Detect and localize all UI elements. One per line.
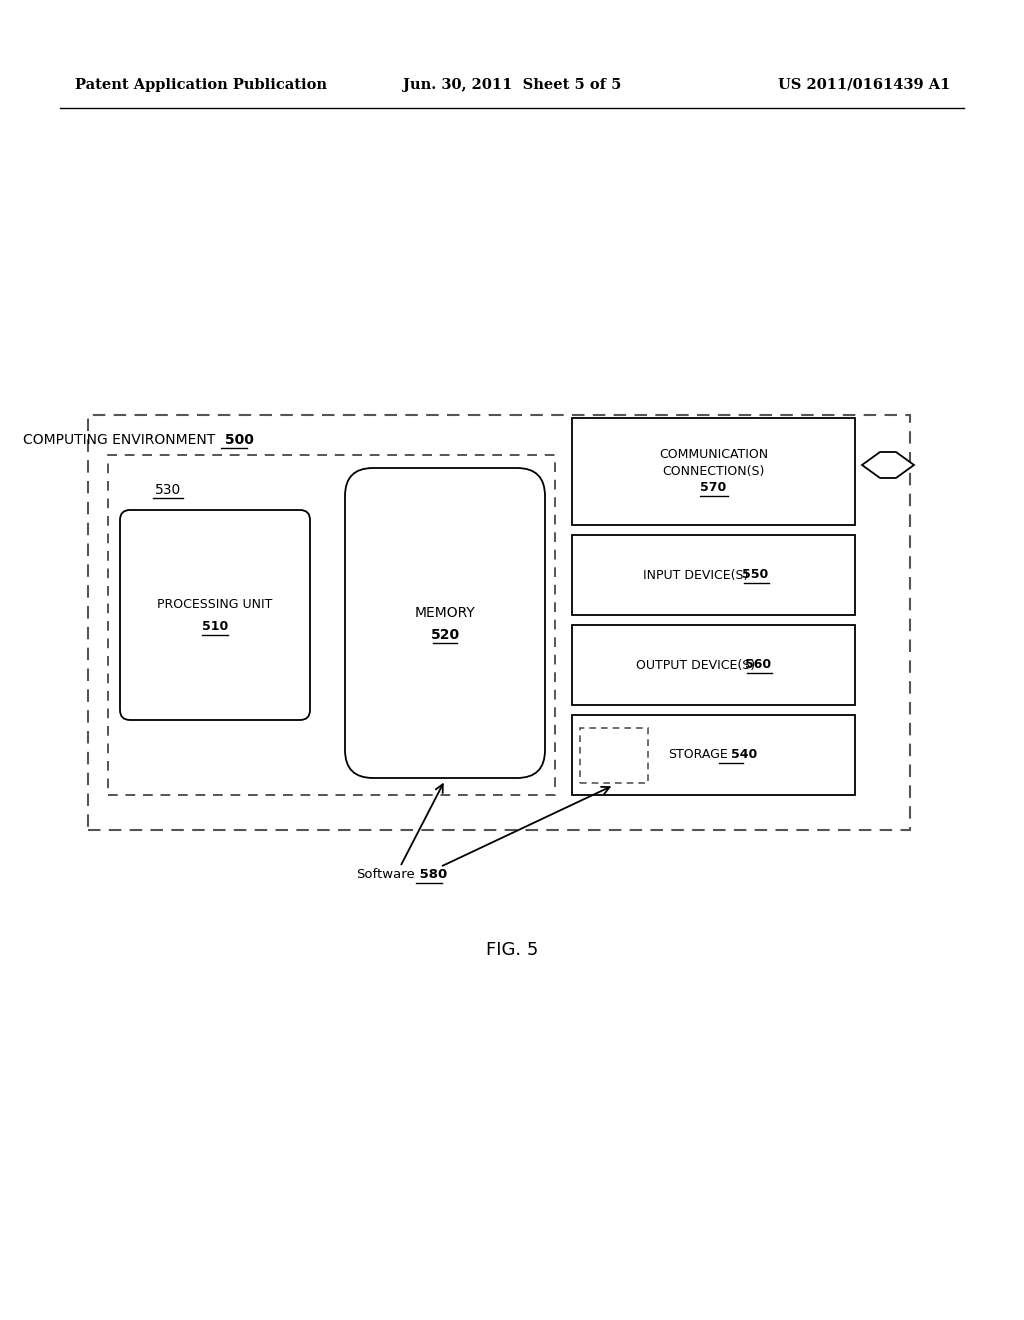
Text: US 2011/0161439 A1: US 2011/0161439 A1: [777, 78, 950, 92]
Bar: [580, 729, 648, 783]
FancyBboxPatch shape: [120, 510, 310, 719]
Bar: [572, 535, 855, 615]
Polygon shape: [862, 451, 914, 478]
Text: 580: 580: [415, 869, 447, 882]
Text: 550: 550: [742, 569, 769, 582]
Text: COMPUTING ENVIRONMENT: COMPUTING ENVIRONMENT: [24, 433, 220, 447]
Text: 520: 520: [430, 628, 460, 642]
Text: MEMORY: MEMORY: [415, 606, 475, 620]
Text: 570: 570: [700, 480, 727, 494]
Bar: [572, 715, 855, 795]
FancyBboxPatch shape: [345, 469, 545, 777]
Text: INPUT DEVICE(S): INPUT DEVICE(S): [643, 569, 749, 582]
Bar: [108, 455, 555, 795]
Text: COMMUNICATION
CONNECTION(S): COMMUNICATION CONNECTION(S): [658, 449, 768, 479]
Text: Patent Application Publication: Patent Application Publication: [75, 78, 327, 92]
Text: FIG. 5: FIG. 5: [485, 941, 539, 960]
Bar: [88, 414, 910, 830]
Text: 530: 530: [155, 483, 181, 498]
Text: Software: Software: [356, 869, 415, 882]
Text: STORAGE: STORAGE: [668, 748, 728, 762]
Bar: [572, 418, 855, 525]
Text: 500: 500: [220, 433, 254, 447]
Text: Jun. 30, 2011  Sheet 5 of 5: Jun. 30, 2011 Sheet 5 of 5: [402, 78, 622, 92]
Text: 510: 510: [202, 620, 228, 634]
Text: 540: 540: [731, 748, 758, 762]
Text: OUTPUT DEVICE(S): OUTPUT DEVICE(S): [636, 659, 755, 672]
Text: 560: 560: [745, 659, 771, 672]
Text: PROCESSING UNIT: PROCESSING UNIT: [158, 598, 272, 611]
Bar: [572, 624, 855, 705]
